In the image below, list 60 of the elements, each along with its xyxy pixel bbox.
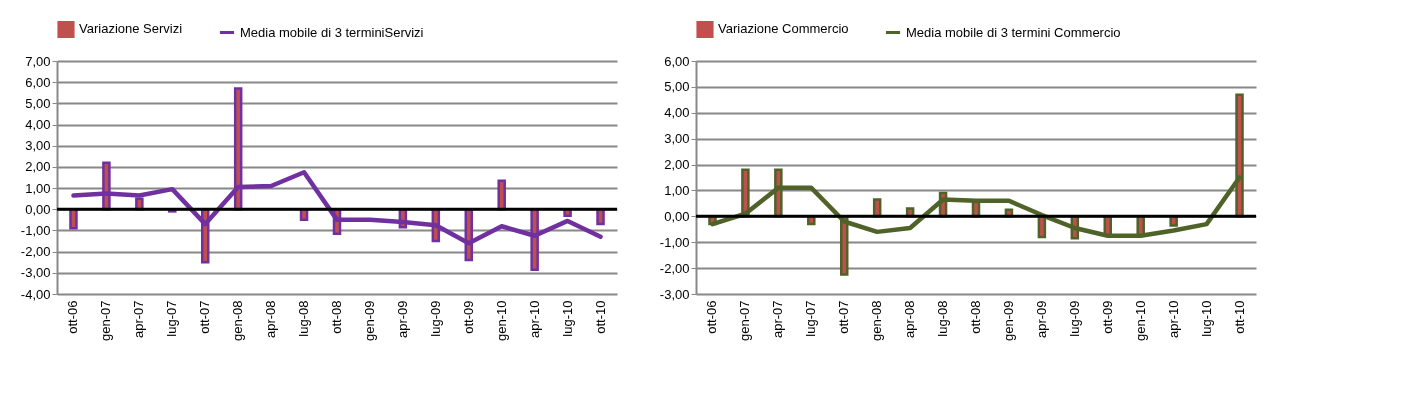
x-tick-label: ott-07 (197, 300, 213, 334)
x-tick-label: ott-08 (329, 300, 344, 334)
x-tick-label: apr-08 (263, 300, 279, 339)
x-tick-label: apr-09 (1033, 300, 1049, 339)
y-tick-label: 4,00 (664, 105, 690, 121)
legend-label: Variazione Commercio (718, 21, 849, 37)
x-tick-label: lug-09 (427, 300, 443, 337)
x-tick-label: lug-10 (559, 300, 575, 337)
x-tick-label: lug-08 (935, 300, 951, 337)
x-tick-label: lug-09 (1066, 300, 1082, 337)
y-tick-label: 4,00 (25, 117, 51, 133)
y-tick-label: -1,00 (659, 234, 690, 250)
y-tick-label: 0,00 (25, 201, 51, 217)
x-tick-label: gen-08 (869, 300, 885, 341)
y-tick-label: -2,00 (20, 244, 51, 260)
x-tick-label: ott-09 (460, 300, 476, 334)
x-tick-label: lug-10 (1198, 300, 1214, 337)
x-tick-label: ott-10 (592, 300, 608, 334)
x-tick-label: gen-09 (1000, 300, 1016, 341)
y-tick-label: -3,00 (659, 286, 690, 302)
x-tick-label: gen-10 (493, 300, 509, 341)
y-tick-label: 5,00 (25, 95, 51, 111)
y-tick-label: 2,00 (664, 157, 690, 173)
x-tick-label: ott-06 (65, 300, 81, 334)
x-tick-label: ott-10 (1231, 300, 1247, 334)
x-tick-label: apr-10 (526, 300, 542, 339)
x-tick-label: gen-08 (230, 300, 246, 341)
legend-label: Media mobile di 3 terminiServizi (240, 24, 424, 40)
x-tick-label: apr-07 (770, 300, 786, 339)
y-tick-label: -2,00 (659, 260, 690, 276)
x-tick-label: ott-09 (1099, 300, 1115, 334)
x-tick-label: apr-07 (131, 300, 147, 339)
x-tick-label: ott-07 (836, 300, 852, 334)
y-tick-label: 3,00 (25, 138, 51, 154)
x-tick-label: apr-08 (902, 300, 918, 339)
y-tick-label: -3,00 (20, 265, 51, 281)
x-tick-label: ott-08 (968, 300, 983, 334)
x-tick-label: apr-10 (1165, 300, 1181, 339)
y-tick-label: 6,00 (664, 53, 690, 69)
x-tick-label: gen-07 (98, 300, 114, 341)
y-tick-label: -1,00 (20, 222, 51, 238)
x-tick-label: lug-08 (296, 300, 312, 337)
x-tick-label: gen-09 (361, 300, 377, 341)
y-tick-label: 6,00 (25, 74, 51, 90)
x-tick-label: apr-09 (394, 300, 410, 339)
y-tick-label: -4,00 (20, 286, 51, 302)
x-tick-label: lug-07 (803, 300, 819, 337)
y-tick-label: 5,00 (664, 79, 690, 95)
y-tick-label: 0,00 (664, 208, 690, 224)
y-tick-label: 1,00 (664, 182, 690, 198)
x-tick-label: lug-07 (164, 300, 180, 337)
legend-label: Variazione Servizi (79, 21, 183, 37)
x-tick-label: gen-07 (737, 300, 753, 341)
y-tick-label: 3,00 (664, 131, 690, 147)
legend-label: Media mobile di 3 termini Commercio (906, 24, 1121, 40)
x-tick-label: ott-06 (704, 300, 720, 334)
x-tick-label: gen-10 (1132, 300, 1148, 341)
y-tick-label: 7,00 (25, 53, 51, 69)
y-tick-label: 1,00 (25, 180, 51, 196)
y-tick-label: 2,00 (25, 159, 51, 175)
